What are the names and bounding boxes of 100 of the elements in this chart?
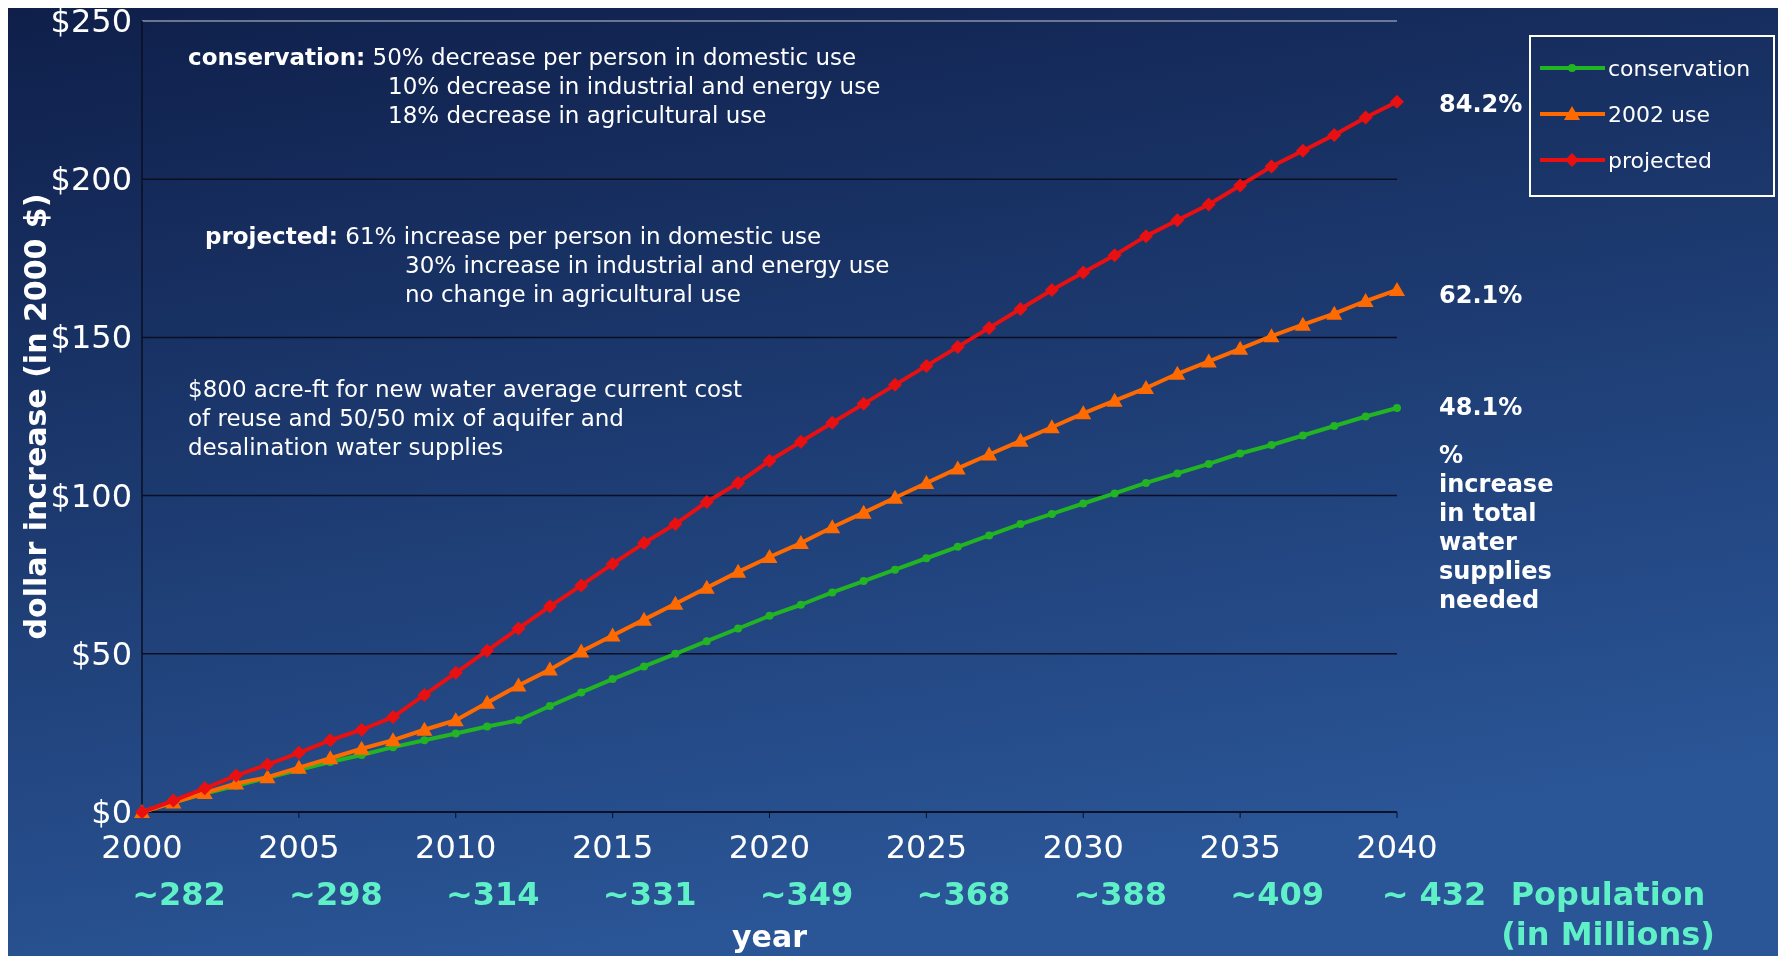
point: [699, 494, 714, 509]
y-tick-label: $50: [70, 634, 132, 673]
point: [322, 750, 339, 765]
text: ~349: [759, 875, 854, 913]
point: [796, 600, 805, 609]
point: [1043, 419, 1060, 434]
point: [416, 721, 433, 736]
annotation: conservation: 50% decrease per person in domestic use 10% decrease in industrial and energy use 18% decrease in agricultural use: [188, 44, 881, 128]
point: [825, 415, 840, 430]
point: [792, 535, 809, 550]
point: [734, 624, 743, 633]
point: [1076, 265, 1091, 280]
point: [985, 531, 994, 540]
point: [1012, 432, 1029, 447]
point: [541, 661, 558, 676]
point: [824, 519, 841, 534]
point: [542, 599, 557, 614]
point: [605, 556, 620, 571]
point: [420, 736, 429, 745]
y-axis-title: dollar increase (in 2000 $): [18, 193, 53, 640]
text: ~298: [289, 875, 383, 913]
y-tick-label: $100: [50, 476, 132, 515]
point: [1330, 421, 1339, 430]
point: [1139, 229, 1153, 244]
text: ~331: [602, 875, 697, 913]
point: [1294, 316, 1311, 331]
point: [291, 745, 306, 760]
point: [667, 595, 684, 610]
point: [856, 396, 871, 411]
y-tick-label: $0: [91, 793, 132, 831]
point: [1264, 159, 1279, 174]
point: [888, 377, 902, 392]
point: [1393, 403, 1401, 412]
point: [1326, 305, 1343, 320]
x-tick-label: 2040: [1356, 828, 1438, 866]
point: [448, 665, 463, 680]
point: [479, 694, 496, 709]
point: [451, 729, 460, 738]
point: [1107, 248, 1122, 263]
point: [386, 710, 400, 725]
x-tick-label: 2025: [885, 828, 968, 866]
point: [1357, 293, 1374, 308]
point: [197, 781, 212, 796]
point: [1075, 405, 1092, 420]
point: [417, 687, 432, 702]
legend-label: conservation: [1608, 56, 1751, 81]
point: [1200, 353, 1217, 368]
point: [953, 542, 962, 551]
point: [698, 579, 715, 594]
point: [982, 320, 997, 335]
point: [731, 475, 746, 490]
point: [1173, 469, 1182, 478]
point: [918, 474, 935, 489]
point: [761, 548, 778, 563]
legend-label: projected: [1608, 148, 1712, 173]
point: [353, 740, 370, 755]
point: [1390, 94, 1404, 109]
point: [950, 339, 965, 354]
point: [608, 675, 617, 684]
point: [762, 453, 777, 468]
point: [604, 627, 621, 642]
point: [1295, 143, 1310, 158]
point: [514, 716, 523, 725]
point: [573, 643, 590, 658]
point: [483, 722, 492, 731]
annotation: $800 acre-ft for new water average current cost of reuse and 50/50 mix of aquifer and desalination water supplies: [188, 376, 743, 460]
point: [1327, 127, 1342, 142]
point: [1138, 380, 1154, 395]
point: [887, 489, 903, 504]
text: ~368: [916, 875, 1011, 913]
point: [1013, 301, 1028, 316]
point: [828, 588, 837, 597]
point: [702, 637, 711, 646]
point: [1358, 110, 1373, 125]
point: [919, 358, 934, 373]
point: [1142, 478, 1150, 487]
point: [859, 577, 868, 586]
text: 84.2%: [1439, 90, 1523, 118]
point: [1267, 440, 1276, 449]
point: [354, 722, 369, 737]
point: [574, 578, 589, 593]
point: [1169, 365, 1186, 380]
point: [1361, 412, 1370, 421]
annotation: projected: 61% increase per person in domestic use 30% increase in industrial and energy use no change in agricultural use: [205, 223, 890, 307]
point: [1044, 282, 1059, 297]
point: [981, 446, 998, 461]
point: [1106, 392, 1123, 407]
point: [1016, 520, 1025, 529]
x-tick-label: 2005: [258, 828, 340, 866]
point: [637, 536, 651, 551]
text: % increase in total water supplies needed: [1439, 441, 1554, 614]
point: [1204, 459, 1213, 468]
x-tick-label: 2030: [1042, 828, 1124, 866]
text: ~314: [445, 875, 540, 913]
point: [891, 565, 899, 574]
point: [636, 611, 652, 626]
y-tick-label: $250: [50, 2, 132, 40]
point: [510, 677, 527, 692]
point: [1233, 178, 1248, 193]
point: [922, 554, 931, 563]
